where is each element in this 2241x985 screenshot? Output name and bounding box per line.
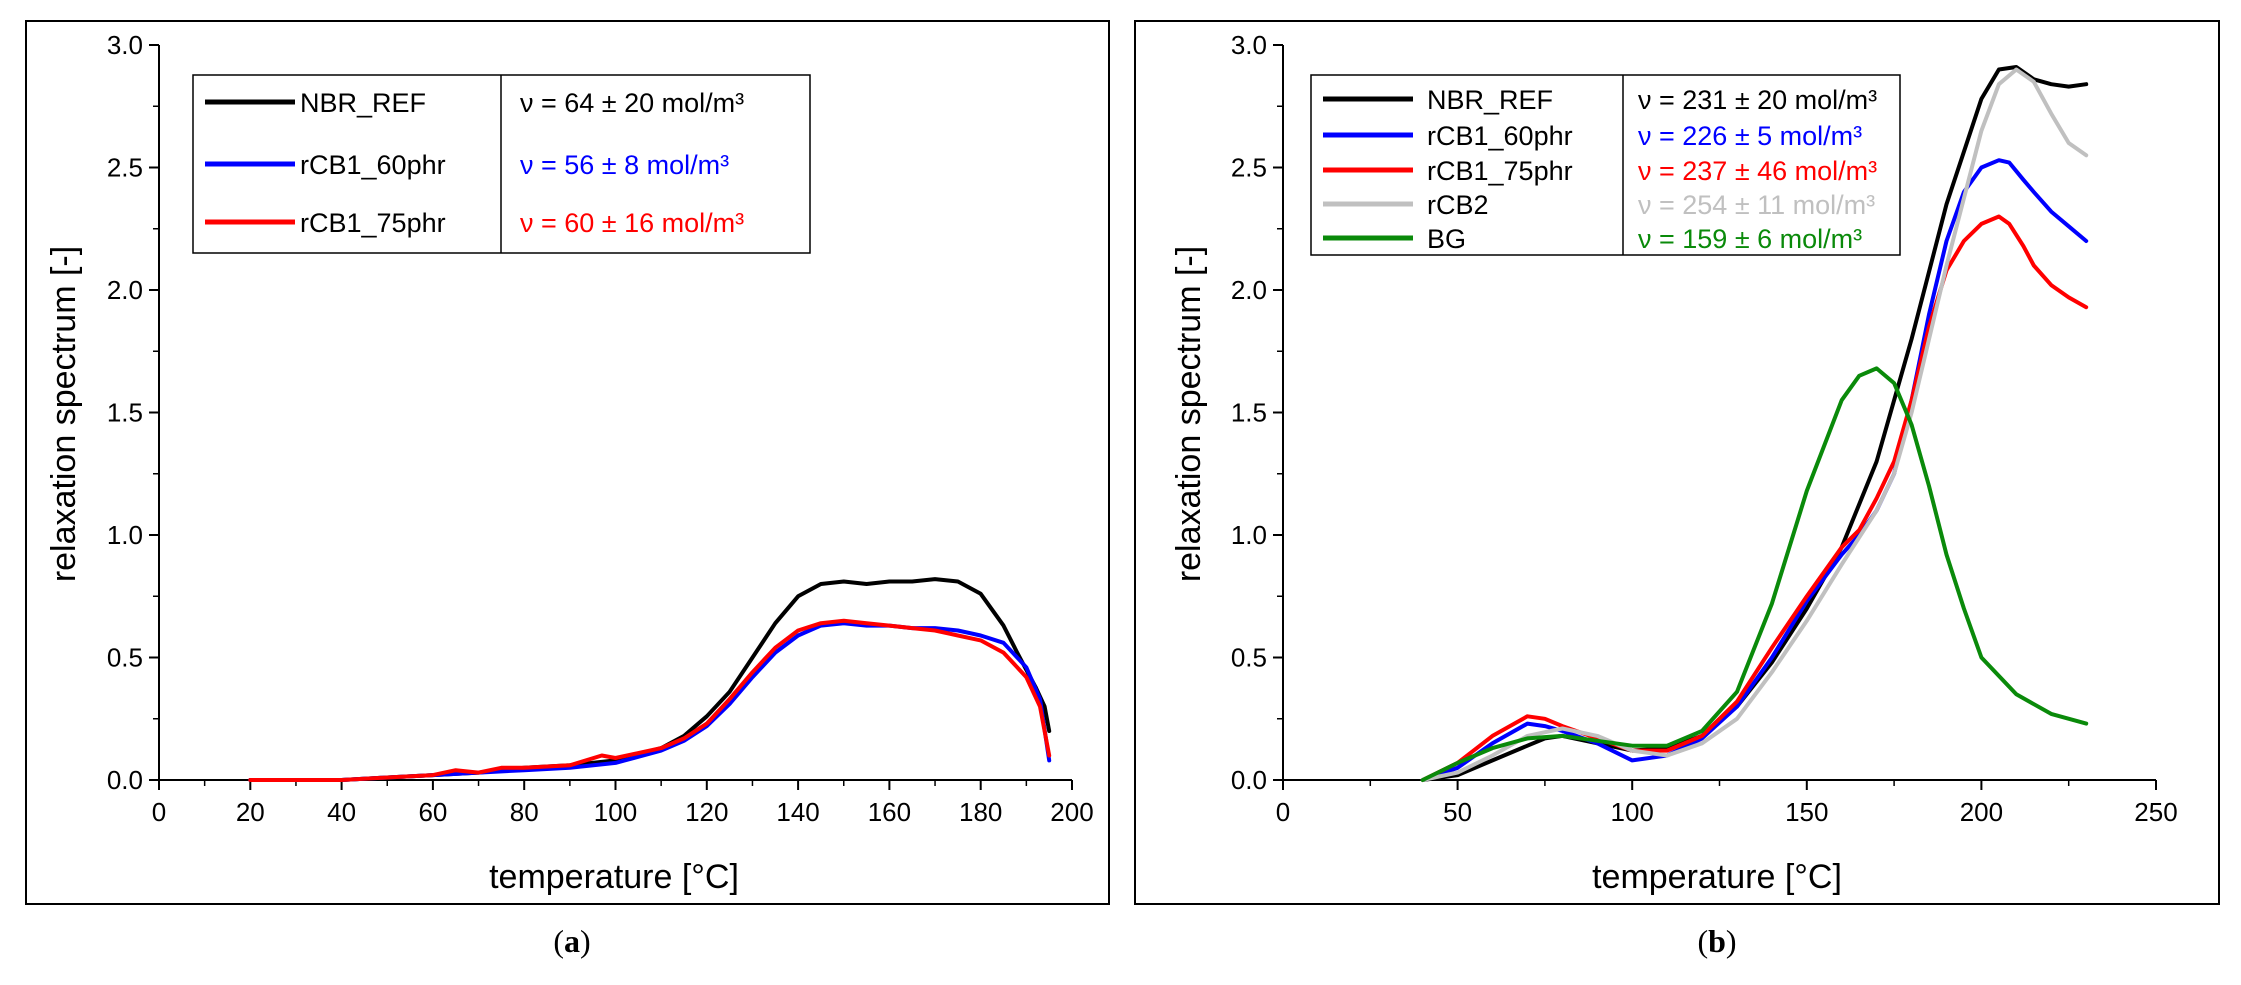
panel-b-x-tick-label: 150 (1785, 797, 1828, 827)
panel-b-y-tick-label: 2.0 (1231, 275, 1267, 305)
panel-b-legend-annotation-bg: ν = 159 ± 6 mol/m³ (1638, 224, 1862, 254)
panel-a-series-line-rcb1-75phr (248, 618, 1052, 782)
panel-b-plot-lines (1420, 65, 2089, 782)
panel-a-legend-name-rcb1-75phr: rCB1_75phr (300, 208, 446, 238)
panel-b-legend-name-nbr-ref: NBR_REF (1427, 85, 1553, 115)
panel-a-legend-name-nbr-ref: NBR_REF (300, 88, 426, 118)
panel-b-y-axis-label: relaxation spectrum [-] (1170, 246, 1208, 582)
panel-a-x-tick-label: 40 (327, 797, 356, 827)
panel-a-y-tick-label: 2.5 (107, 153, 143, 183)
panel-a-y-tick-label: 0.5 (107, 643, 143, 673)
panel-b-series-line-bg (1420, 366, 2089, 782)
panel-b-legend-annotation-nbr-ref: ν = 231 ± 20 mol/m³ (1638, 85, 1877, 115)
panel-b-y-tick-label: 2.5 (1231, 153, 1267, 183)
panel-a-y-tick-label: 3.0 (107, 30, 143, 60)
panel-a-series-line-rcb1-60phr (248, 621, 1052, 782)
panel-a-x-tick-label: 160 (868, 797, 911, 827)
panel-a-caption: (a) (553, 923, 590, 959)
panel-a-x-tick-label: 200 (1050, 797, 1093, 827)
panel-a-y-tick-label: 2.0 (107, 275, 143, 305)
panel-b-legend-name-rcb2: rCB2 (1427, 190, 1489, 220)
panel-b-axes: 0 50 100 150 200 250 0.0 0.5 1.0 1.5 2.0 2.5 3.0 (1231, 30, 2178, 827)
panel-a-y-tick-label: 1.0 (107, 520, 143, 550)
panel-b-series-line-rcb2 (1420, 67, 2089, 782)
panel-a-x-tick-label: 180 (959, 797, 1002, 827)
panel-a-x-tick-label: 120 (685, 797, 728, 827)
panel-a-y-tick-label: 1.5 (107, 398, 143, 428)
panel-a-x-tick-label: 100 (594, 797, 637, 827)
panel-b-legend: NBR_REF ν = 231 ± 20 mol/m³ rCB1_60phr ν = … (1310, 74, 1901, 256)
panel-b-x-tick-label: 250 (2134, 797, 2177, 827)
panel-a-plot-lines (248, 577, 1052, 782)
panel-a-legend-annotation-rcb1-75phr: ν = 60 ± 16 mol/m³ (520, 208, 744, 238)
panel-b-legend-annotation-rcb1-60phr: ν = 226 ± 5 mol/m³ (1638, 121, 1862, 151)
panel-a-legend-name-rcb1-60phr: rCB1_60phr (300, 150, 446, 180)
panel-a-x-tick-label: 0 (152, 797, 166, 827)
panel-b-legend-annotation-rcb1-75phr: ν = 237 ± 46 mol/m³ (1638, 156, 1877, 186)
panel-a-legend-annotation-nbr-ref: ν = 64 ± 20 mol/m³ (520, 88, 744, 118)
panel-b-x-axis-label: temperature [°C] (1592, 858, 1842, 896)
panel-b-legend-box (1310, 74, 1901, 256)
panel-b-y-tick-label: 1.5 (1231, 398, 1267, 428)
panel-b-series-line-rcb1-75phr (1420, 214, 2089, 782)
panel-b-x-tick-label: 100 (1611, 797, 1654, 827)
panel-a-legend-annotation-rcb1-60phr: ν = 56 ± 8 mol/m³ (520, 150, 729, 180)
panel-a-frame (25, 20, 1110, 905)
panel-a-y-axis-label: relaxation spectrum [-] (45, 246, 83, 582)
panel-b-y-tick-label: 0.5 (1231, 643, 1267, 673)
panel-a-x-axis-label: temperature [°C] (489, 858, 739, 896)
panel-a-x-tick-label: 140 (776, 797, 819, 827)
panel-a-axes: 0 20 40 60 80 100 120 140 160 180 200 0.0 0.5 1.0 1.5 2… (107, 30, 1094, 827)
panel-b-x-tick-label: 0 (1276, 797, 1290, 827)
panel-a-y-tick-label: 0.0 (107, 765, 143, 795)
panel-b-x-tick-label: 50 (1443, 797, 1472, 827)
panel-b-x-tick-label: 200 (1960, 797, 2003, 827)
panel-b-legend-name-rcb1-60phr: rCB1_60phr (1427, 121, 1573, 151)
panel-b-legend-name-rcb1-75phr: rCB1_75phr (1427, 156, 1573, 186)
panel-b-legend-annotation-rcb2: ν = 254 ± 11 mol/m³ (1638, 190, 1875, 220)
panel-b-frame (1134, 20, 2220, 905)
panel-a-x-tick-label: 20 (236, 797, 265, 827)
panel-a-x-tick-label: 60 (418, 797, 447, 827)
panel-a-legend: NBR_REF ν = 64 ± 20 mol/m³ rCB1_60phr ν = 5… (192, 74, 811, 254)
panel-a-x-tick-label: 80 (510, 797, 539, 827)
panel-b-y-tick-label: 1.0 (1231, 520, 1267, 550)
panel-b-caption: (b) (1697, 923, 1736, 959)
panel-b-y-tick-label: 3.0 (1231, 30, 1267, 60)
panel-b-legend-name-bg: BG (1427, 224, 1466, 254)
panel-b-y-tick-label: 0.0 (1231, 765, 1267, 795)
panel-b-series-line-nbr-ref (1420, 65, 2089, 782)
